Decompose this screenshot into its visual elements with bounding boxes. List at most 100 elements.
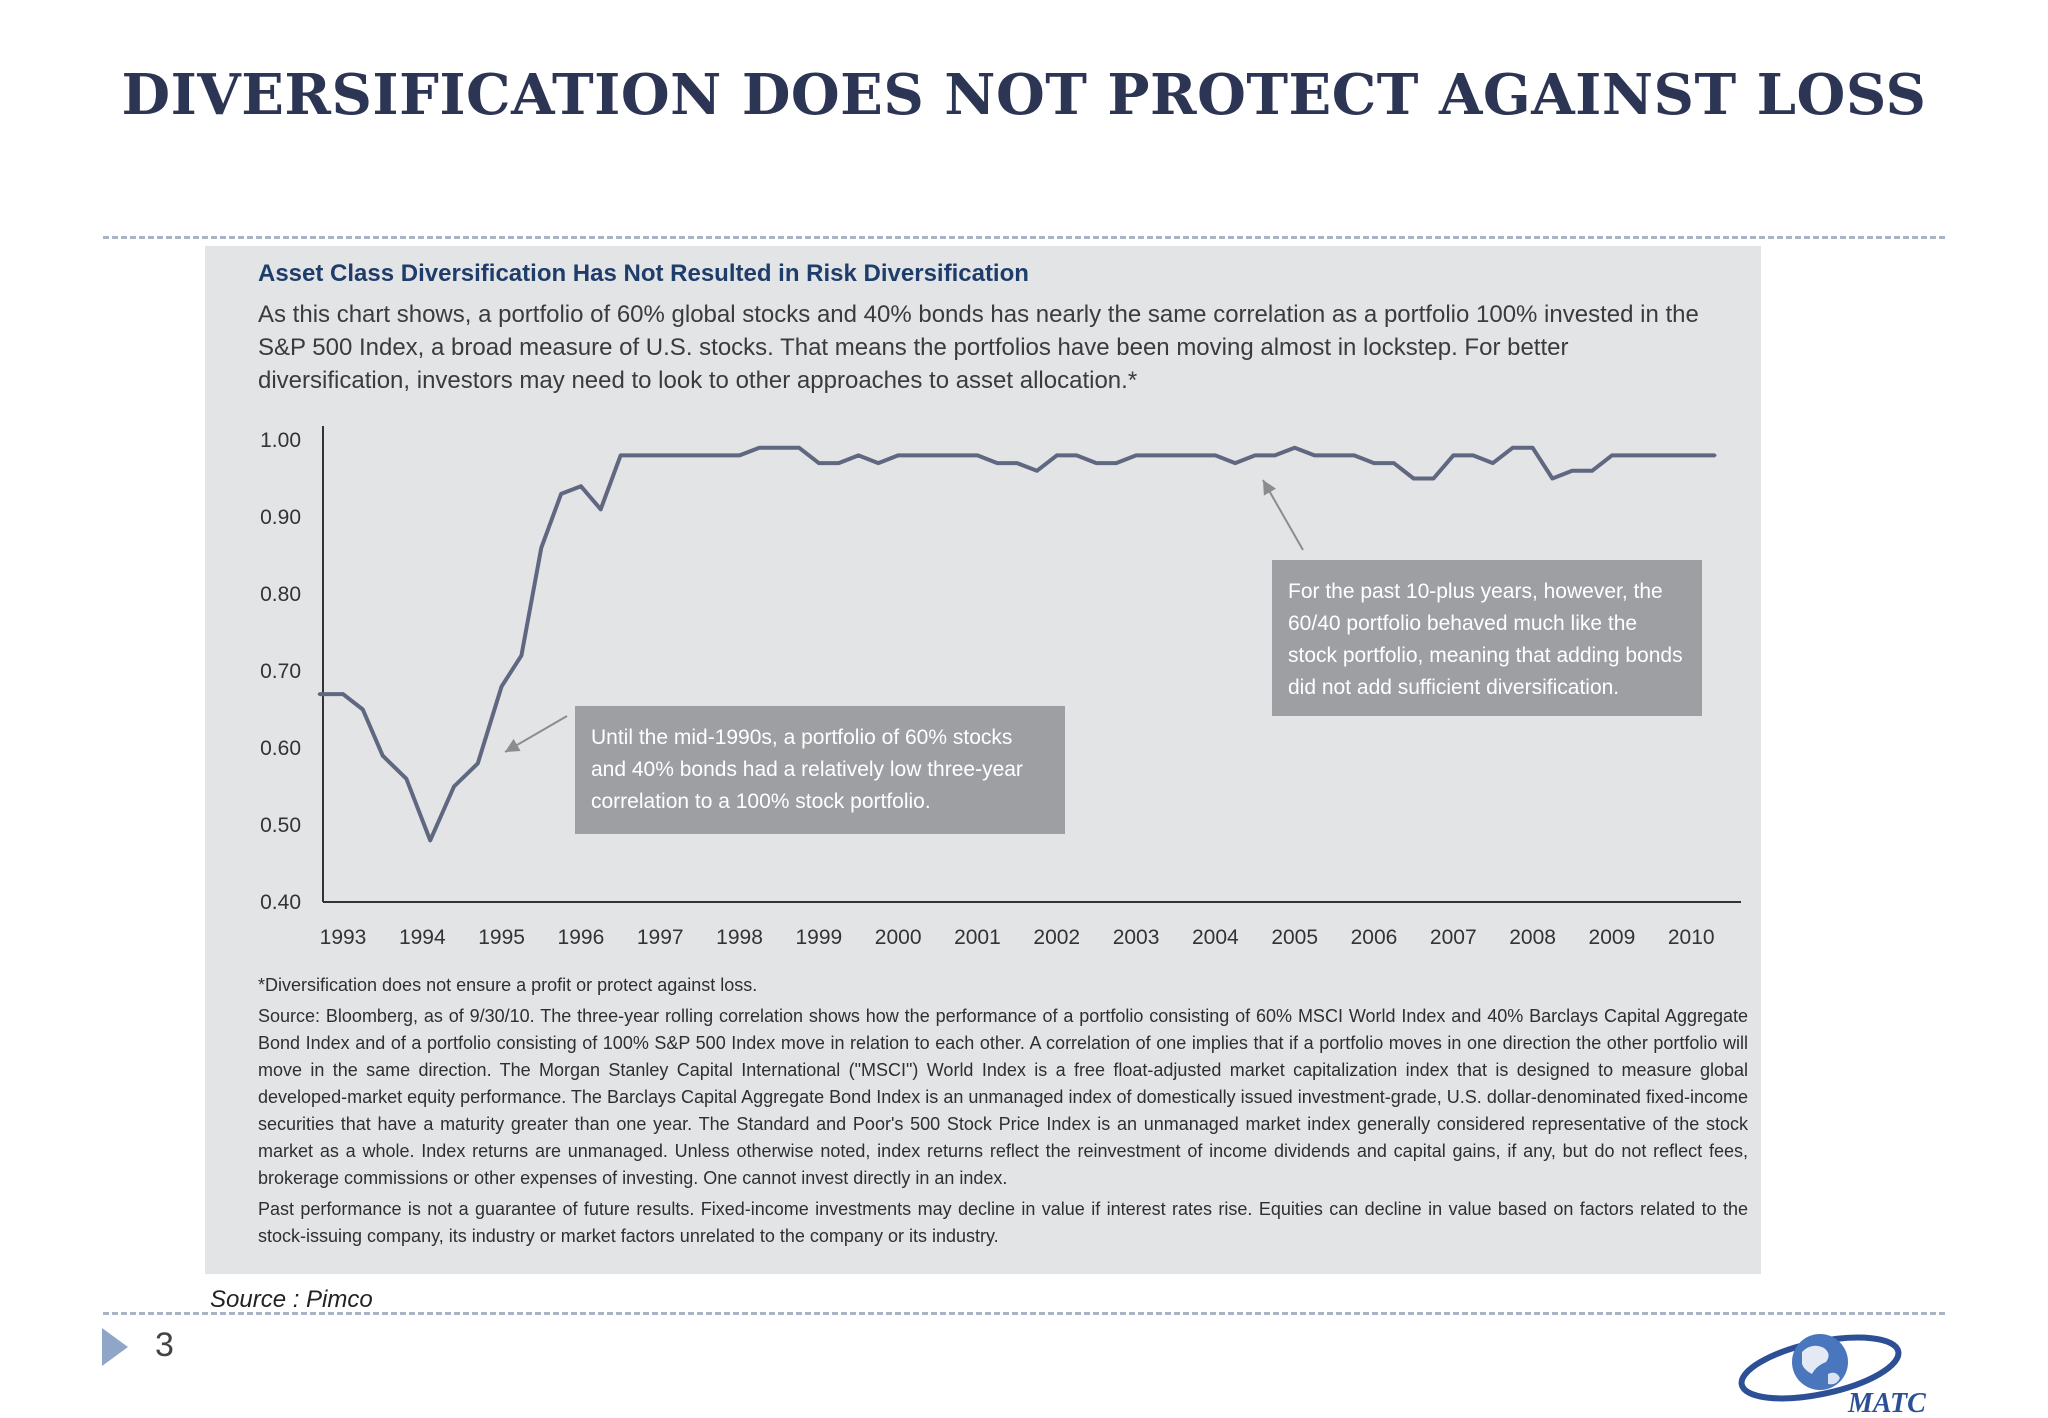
diversification-footnote: *Diversification does not ensure a profi… xyxy=(258,975,758,995)
data-point xyxy=(1511,446,1515,450)
data-point xyxy=(1332,453,1336,457)
x-tick-label: 2002 xyxy=(1033,926,1080,949)
data-point xyxy=(896,453,900,457)
data-point xyxy=(757,446,761,450)
x-tick-label: 2000 xyxy=(875,926,922,949)
y-tick-label: 0.80 xyxy=(260,583,301,606)
data-point xyxy=(777,446,781,450)
data-point xyxy=(539,546,543,550)
data-point xyxy=(797,446,801,450)
data-point xyxy=(1213,453,1217,457)
data-point xyxy=(1471,453,1475,457)
x-tick-label: 2007 xyxy=(1430,926,1477,949)
x-tick-label: 1999 xyxy=(795,926,842,949)
data-point xyxy=(658,453,662,457)
data-point xyxy=(857,453,860,457)
x-tick-label: 1996 xyxy=(558,926,605,949)
data-point xyxy=(876,461,880,465)
data-point xyxy=(1550,477,1554,480)
data-point xyxy=(1432,477,1435,480)
data-point xyxy=(1650,453,1654,457)
callout-early-correlation: Until the mid-1990s, a portfolio of 60% … xyxy=(575,706,1065,834)
data-point xyxy=(1570,469,1574,473)
y-axis: 1.00 0.90 0.80 0.70 0.60 0.50 0.40 xyxy=(260,426,324,914)
data-point xyxy=(1451,453,1455,457)
arrow-late xyxy=(1262,479,1304,551)
data-point xyxy=(579,484,583,488)
data-point xyxy=(1015,461,1019,465)
top-divider xyxy=(103,236,1945,239)
source-note: Source: Bloomberg, as of 9/30/10. The th… xyxy=(258,1006,1748,1188)
data-point xyxy=(476,761,480,765)
data-point xyxy=(1233,461,1237,465)
x-tick-label: 1994 xyxy=(399,926,446,949)
data-point xyxy=(1689,453,1693,457)
data-point xyxy=(1531,446,1535,450)
x-tick-label: 2005 xyxy=(1271,926,1318,949)
data-point xyxy=(1094,461,1098,465)
annotation-arrows xyxy=(504,479,1304,753)
chart-panel: Asset Class Diversification Has Not Resu… xyxy=(205,246,1761,1274)
arrow-early xyxy=(504,715,568,753)
data-point xyxy=(452,785,456,788)
y-tick-label: 0.50 xyxy=(260,814,301,837)
correlation-chart: 1.00 0.90 0.80 0.70 0.60 0.50 0.40 1993 1994 199… xyxy=(260,426,1741,949)
data-point xyxy=(837,461,841,465)
data-point xyxy=(638,453,642,457)
x-tick-label: 1997 xyxy=(637,926,684,949)
y-tick-label: 0.60 xyxy=(260,737,301,760)
x-tick-label: 1998 xyxy=(716,926,763,949)
x-tick-label: 2009 xyxy=(1589,926,1636,949)
data-point xyxy=(1055,453,1059,457)
data-point xyxy=(1174,453,1178,457)
bottom-divider xyxy=(103,1312,1945,1315)
x-tick-label: 2010 xyxy=(1668,926,1715,949)
panel-heading: Asset Class Diversification Has Not Resu… xyxy=(258,260,1029,287)
data-point xyxy=(500,684,504,688)
y-tick-label: 0.40 xyxy=(260,891,301,914)
data-point xyxy=(1134,453,1138,457)
x-axis: 1993 1994 1995 1996 1997 1998 1999 2000 2001 2002… xyxy=(320,901,1741,949)
data-point xyxy=(381,754,385,758)
data-point xyxy=(1491,461,1495,465)
x-tick-label: 2004 xyxy=(1192,926,1239,949)
series-group xyxy=(317,445,1717,843)
data-point xyxy=(519,654,523,658)
slide-title: DIVERSIFICATION DOES NOT PROTECT AGAINST… xyxy=(121,62,1927,128)
data-point xyxy=(1313,453,1316,457)
data-point xyxy=(1372,461,1376,465)
data-point xyxy=(817,461,821,465)
data-point xyxy=(1392,461,1396,465)
y-tick-label: 0.90 xyxy=(260,506,301,529)
data-point xyxy=(1713,453,1717,457)
data-point xyxy=(317,692,321,696)
callout-recent-correlation: For the past 10-plus years, however, the… xyxy=(1272,560,1702,716)
data-point xyxy=(936,453,940,457)
data-point xyxy=(1075,453,1079,457)
data-point xyxy=(341,692,345,696)
y-tick-label: 1.00 xyxy=(260,429,301,452)
data-point xyxy=(428,838,432,842)
data-point xyxy=(619,453,623,457)
triangle-right-icon xyxy=(102,1328,128,1366)
data-point xyxy=(1114,461,1118,465)
footnote-block: *Diversification does not ensure a profi… xyxy=(258,972,1748,1254)
x-tick-label: 2003 xyxy=(1113,926,1160,949)
data-point xyxy=(1590,469,1594,473)
data-point xyxy=(1352,453,1356,457)
arrow-head xyxy=(1263,480,1277,496)
data-point xyxy=(1273,453,1277,457)
data-point xyxy=(1035,469,1039,473)
data-point xyxy=(1253,453,1257,457)
data-point xyxy=(738,453,741,457)
x-tick-label: 1995 xyxy=(478,926,525,949)
x-tick-label: 1993 xyxy=(320,926,367,949)
data-point xyxy=(1293,446,1297,450)
data-point xyxy=(698,453,702,457)
data-point xyxy=(1630,453,1634,457)
data-point xyxy=(361,708,365,711)
source-credit: Source : Pimco xyxy=(210,1286,373,1313)
y-tick-label: 0.70 xyxy=(260,660,301,683)
logo-text: MATC xyxy=(1847,1388,1926,1418)
data-point xyxy=(995,461,999,465)
